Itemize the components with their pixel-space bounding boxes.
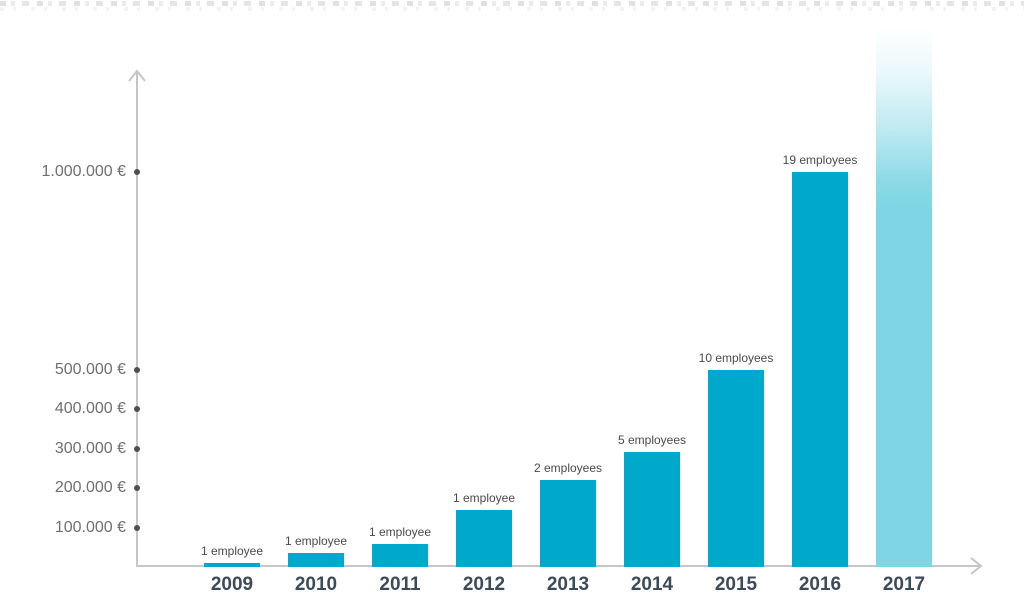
x-tick-label-2011: 2011 bbox=[379, 574, 421, 595]
bar-2017 bbox=[876, 27, 932, 567]
x-tick-label-2013: 2013 bbox=[546, 574, 590, 595]
cropped-text-artifact-row bbox=[0, 1, 1024, 6]
cropped-text-artifact-row bbox=[0, 7, 1024, 11]
y-tick-dot-1 bbox=[134, 366, 140, 373]
y-tick-dot-5 bbox=[134, 524, 140, 531]
bar-label-2015: 10 employees bbox=[698, 350, 774, 365]
bar-2016 bbox=[792, 172, 848, 567]
x-tick-label-2009: 2009 bbox=[210, 574, 254, 595]
y-tick-label-5: 100.000 € bbox=[54, 518, 126, 536]
y-tick-label-2: 400.000 € bbox=[54, 400, 126, 417]
y-tick-dot-0 bbox=[134, 169, 140, 175]
bar-label-2016: 19 employees bbox=[782, 153, 858, 167]
bar-2014 bbox=[624, 452, 680, 567]
bar-label-2014: 5 employees bbox=[617, 433, 687, 448]
bar-2010 bbox=[288, 553, 344, 567]
x-tick-label-2012: 2012 bbox=[462, 574, 506, 595]
y-tick-label-3: 300.000 € bbox=[54, 439, 126, 457]
y-tick-label-0: 1.000.000 € bbox=[41, 163, 126, 180]
bar-2009 bbox=[204, 563, 260, 567]
x-tick-label-2016: 2016 bbox=[798, 574, 842, 595]
y-tick-label-4: 200.000 € bbox=[54, 479, 126, 496]
y-tick-dot-4 bbox=[134, 485, 140, 491]
bar-label-2012: 1 employee bbox=[452, 490, 516, 505]
x-tick-label-2010: 2010 bbox=[294, 574, 338, 595]
bar-2013 bbox=[540, 480, 596, 567]
y-tick-dot-2 bbox=[134, 406, 140, 412]
x-tick-label-2017: 2017 bbox=[882, 574, 926, 595]
bar-label-2009: 1 employee bbox=[200, 544, 264, 559]
bar-2015 bbox=[708, 369, 764, 567]
bar-label-2011: 1 employee bbox=[368, 525, 432, 540]
y-tick-dot-3 bbox=[134, 445, 140, 452]
bar-label-2010: 1 employee bbox=[284, 534, 348, 549]
x-tick-label-2014: 2014 bbox=[630, 574, 674, 595]
cropped-text-artifact bbox=[0, 0, 1024, 12]
y-tick-label-1: 500.000 € bbox=[54, 360, 126, 378]
y-axis-line bbox=[136, 71, 138, 567]
bar-2012 bbox=[456, 509, 512, 567]
x-tick-label-2015: 2015 bbox=[714, 574, 758, 595]
bar-2011 bbox=[372, 544, 428, 567]
bar-label-2013: 2 employees bbox=[533, 461, 603, 476]
